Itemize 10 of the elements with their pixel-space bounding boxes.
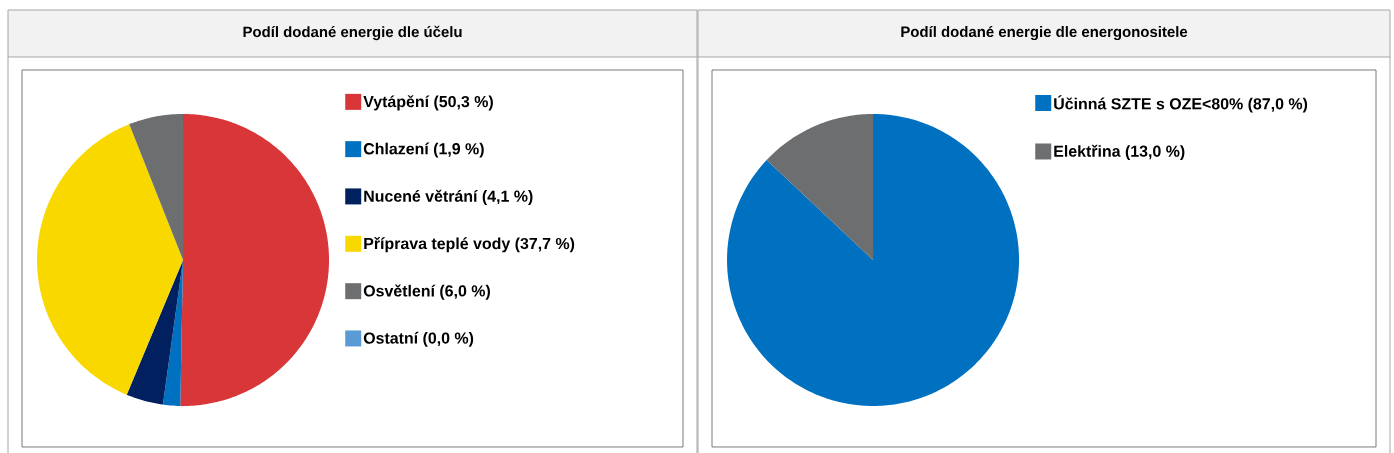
legend-label: Příprava teplé vody (37,7 %) [364,237,575,253]
legend-label: Účinná SZTE s OZE<80% (87,0 %) [1054,95,1308,113]
legend-label: Osvětlení (6,0 %) [363,284,490,300]
legend-label: Elektřina (13,0 %) [1054,144,1185,160]
legend-label: Ostatní (0,0 %) [363,331,474,347]
legend-label: Nucené větrání (4,1 %) [364,189,533,205]
legend-label: Vytápění (50,3 %) [363,95,493,111]
chart-title: Podíl dodané energie dle energonositele [901,25,1188,41]
chart-title: Podíl dodané energie dle účelu [243,25,462,41]
legend-label: Chlazení (1,9 %) [363,142,484,158]
